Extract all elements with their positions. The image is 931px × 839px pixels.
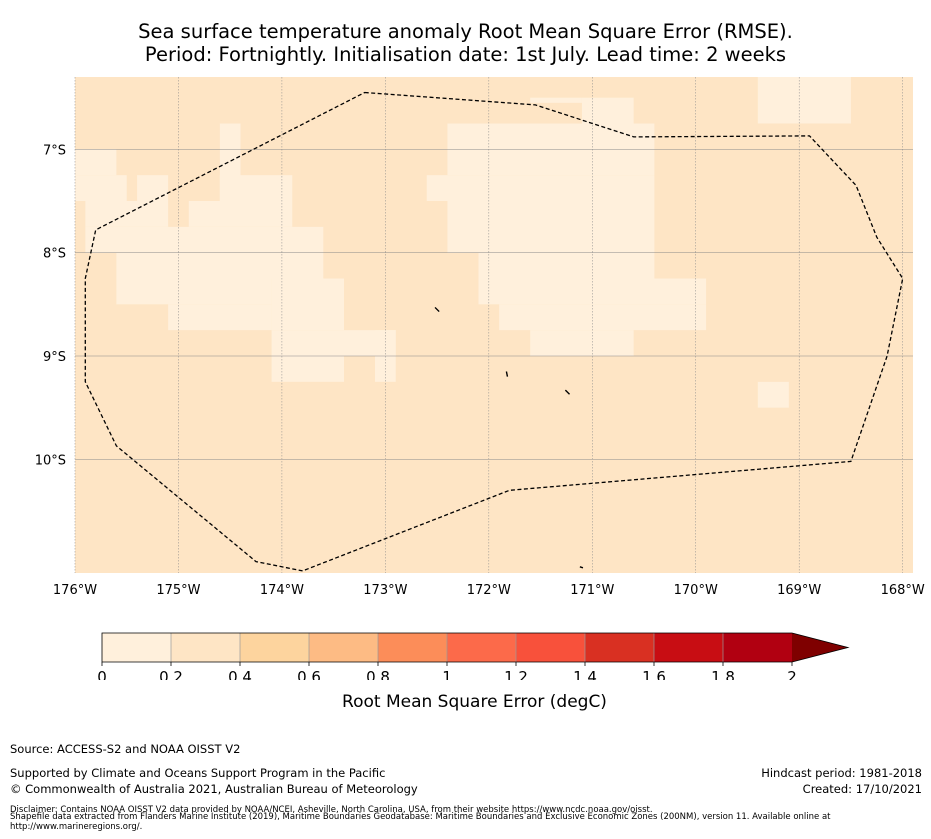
copyright-text: © Commonwealth of Australia 2021, Austra… [10,782,418,796]
source-text: Source: ACCESS-S2 and NOAA OISST V2 [10,742,241,756]
hindcast-text: Hindcast period: 1981-2018 [761,766,922,780]
island [505,371,509,377]
colorbar-segment [102,633,172,662]
colorbar-segment [654,633,724,662]
lat-tick-label: 7°S [43,143,66,158]
colorbar-tick-label: 0.4 [228,668,252,680]
lon-tick-label: 170°W [674,583,718,598]
lon-tick-label: 174°W [260,583,304,598]
colorbar-tick-label: 0.6 [297,668,321,680]
lat-tick-label: 8°S [43,247,66,262]
colorbar-segment [723,633,793,662]
rmse-cell [530,330,634,356]
rmse-cell [530,97,582,103]
rmse-cell [85,226,324,253]
rmse-cell [757,381,789,408]
colorbar-tick-label: 1.6 [642,668,666,680]
rmse-cell [75,149,117,176]
rmse-cell [116,252,324,279]
rmse-cell [499,304,707,331]
rmse-cell [375,72,396,77]
lon-tick-label: 175°W [156,583,200,598]
rmse-cell [271,278,344,331]
lon-tick-label: 169°W [777,583,821,598]
rmse-cell [271,356,344,382]
rmse-cell [116,278,272,305]
lat-tick-label: 10°S [35,453,66,468]
colorbar-segment [240,633,310,662]
rmse-cell [75,175,127,201]
colorbar: 0 0.2 0.4 0.6 0.8 1 1.2 1.4 1.6 1.8 2 [97,632,850,680]
colorbar-segment [516,633,586,662]
map-title: Sea surface temperature anomaly Root Mea… [0,20,931,66]
rmse-cell [188,201,293,227]
supported-text: Supported by Climate and Oceans Support … [10,766,386,780]
colorbar-segment [447,633,517,662]
colorbar-segment [585,633,655,662]
rmse-cell [478,252,655,279]
map-layer: 176°W 175°W 174°W 173°W 172°W 171°W 170°W 169°W… [35,72,925,598]
island [564,389,571,395]
rmse-cell [581,97,634,124]
island [579,566,584,569]
colorbar-tick-label: 0.8 [366,668,390,680]
eez-boundary [84,91,904,572]
title-line-1: Sea surface temperature anomaly Root Mea… [138,20,793,43]
rmse-cell [137,175,169,201]
lon-tick-label: 168°W [881,583,925,598]
colorbar-tick-label: 1.8 [711,668,735,680]
colorbar-tick-label: 0.2 [159,668,183,680]
colorbar-tick-label: 1.4 [573,668,597,680]
created-text: Created: 17/10/2021 [802,782,922,796]
rmse-cell [757,77,851,124]
lat-tick-label: 9°S [43,350,66,365]
colorbar-segment [378,633,448,662]
disclaimer-text: Disclaimer: Contains NOAA OISST V2 data … [10,805,653,815]
rmse-map: 176°W 175°W 174°W 173°W 172°W 171°W 170°W 169°W… [35,72,925,680]
shapefile-credit: Shapefile data extracted from Flanders M… [10,812,831,832]
low-rmse-cells [75,72,851,408]
colorbar-segment [309,633,379,662]
colorbar-label: Root Mean Square Error (degC) [342,692,607,712]
colorbar-tick-label: 1.2 [504,668,528,680]
rmse-cell [426,175,655,201]
island [434,306,440,313]
colorbar-extend-arrow [792,633,848,662]
rmse-cell [447,201,655,253]
colorbar-tick-label: 1 [442,668,452,680]
title-line-2: Period: Fortnightly. Initialisation date… [144,43,787,66]
rmse-cell [219,175,293,201]
lon-tick-label: 176°W [53,583,97,598]
colorbar-tick-label: 2 [787,668,797,680]
lon-tick-label: 172°W [467,583,511,598]
lon-tick-label: 171°W [570,583,614,598]
rmse-cell [168,304,272,331]
lon-tick-label: 173°W [363,583,407,598]
rmse-cell [271,330,376,356]
colorbar-tick-label: 0 [97,668,107,680]
colorbar-segment [171,633,241,662]
